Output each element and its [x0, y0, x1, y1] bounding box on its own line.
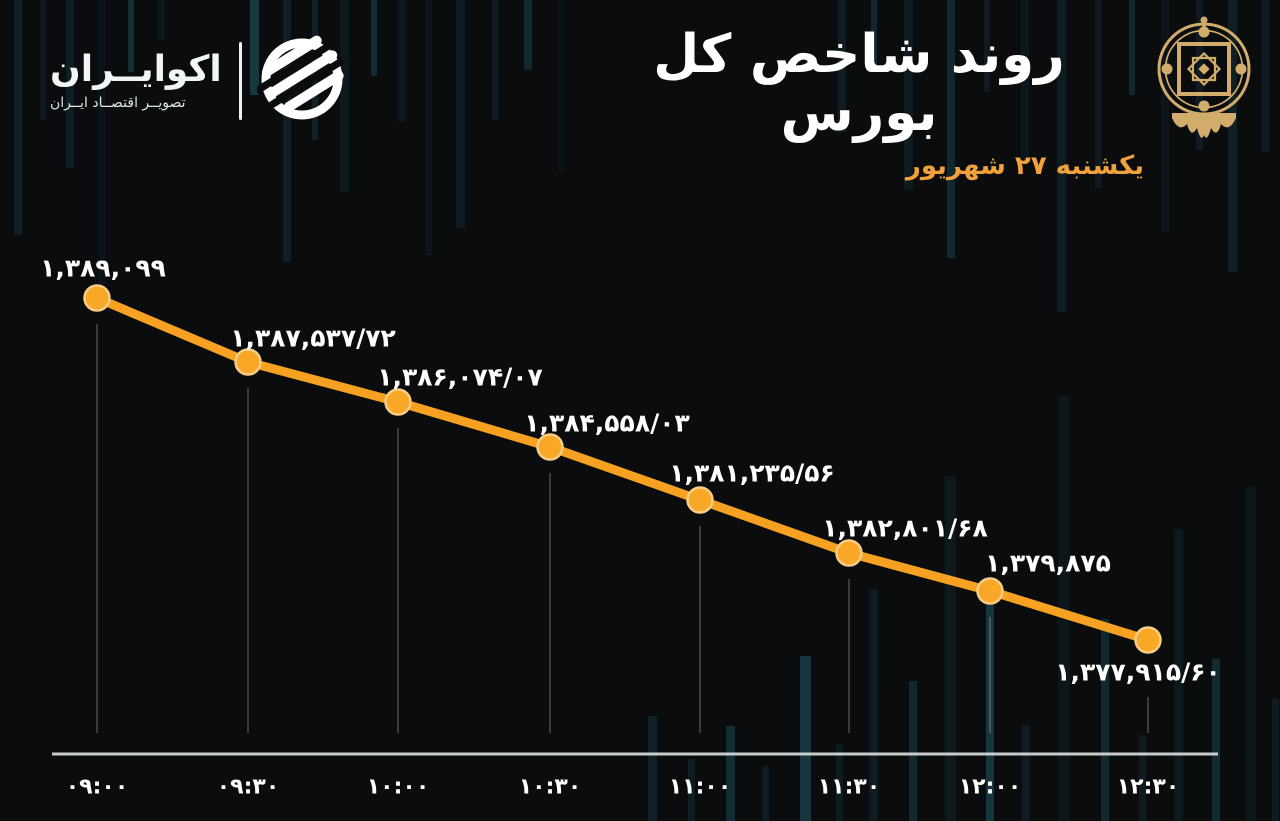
data-point-marker — [835, 539, 863, 567]
data-point-marker — [536, 433, 564, 461]
x-tick-label: ۱۱:۳۰ — [817, 774, 881, 800]
x-tick-label: ۰۹:۳۰ — [216, 774, 280, 800]
brand-tagline: تصویــر اقتصــاد ایــران — [50, 95, 186, 112]
x-tick-label: ۰۹:۰۰ — [65, 774, 129, 800]
data-point-marker — [234, 348, 262, 376]
point-value-label: ۱,۳۷۷,۹۱۵/۶۰ — [1055, 657, 1221, 687]
point-value-label: ۱,۳۸۴,۵۵۸/۰۳ — [524, 408, 690, 438]
bourse-emblem-icon — [1146, 12, 1262, 152]
x-tick-label: ۱۲:۰۰ — [958, 774, 1022, 800]
point-value-label: ۱,۳۸۹,۰۹۹ — [40, 253, 166, 283]
x-tick-label: ۱۱:۰۰ — [668, 774, 732, 800]
point-value-label: ۱,۳۷۹,۸۷۵ — [985, 548, 1111, 578]
title-block: روند شاخص کل بورس یکشنبه ۲۷ شهریور — [570, 24, 1148, 181]
ecoiran-logo-icon — [254, 34, 347, 128]
brand-name: اکوایــران — [50, 48, 222, 90]
x-tick-label: ۱۲:۳۰ — [1116, 774, 1180, 800]
brand-logo: اکوایــران تصویــر اقتصــاد ایــران — [50, 34, 347, 128]
point-value-label: ۱,۳۸۱,۲۳۵/۵۶ — [669, 458, 835, 488]
x-tick-label: ۱۰:۳۰ — [518, 774, 582, 800]
page-title: روند شاخص کل بورس — [653, 24, 1065, 144]
date-subtitle: یکشنبه ۲۷ شهریور — [905, 150, 1144, 181]
x-tick-label: ۱۰:۰۰ — [366, 774, 430, 800]
data-point-marker — [1134, 626, 1162, 654]
point-value-label: ۱,۳۸۷,۵۳۷/۷۲ — [230, 323, 396, 353]
data-point-marker — [83, 284, 111, 312]
brand-text-block: اکوایــران تصویــر اقتصــاد ایــران — [50, 48, 222, 112]
data-point-marker — [384, 388, 412, 416]
data-point-marker — [976, 577, 1004, 605]
brand-divider — [238, 42, 242, 120]
data-point-marker — [686, 486, 714, 514]
trend-line — [92, 293, 1153, 645]
point-value-label: ۱,۳۸۶,۰۷۴/۰۷ — [377, 362, 543, 392]
point-value-label: ۱,۳۸۲,۸۰۱/۶۸ — [822, 513, 988, 543]
